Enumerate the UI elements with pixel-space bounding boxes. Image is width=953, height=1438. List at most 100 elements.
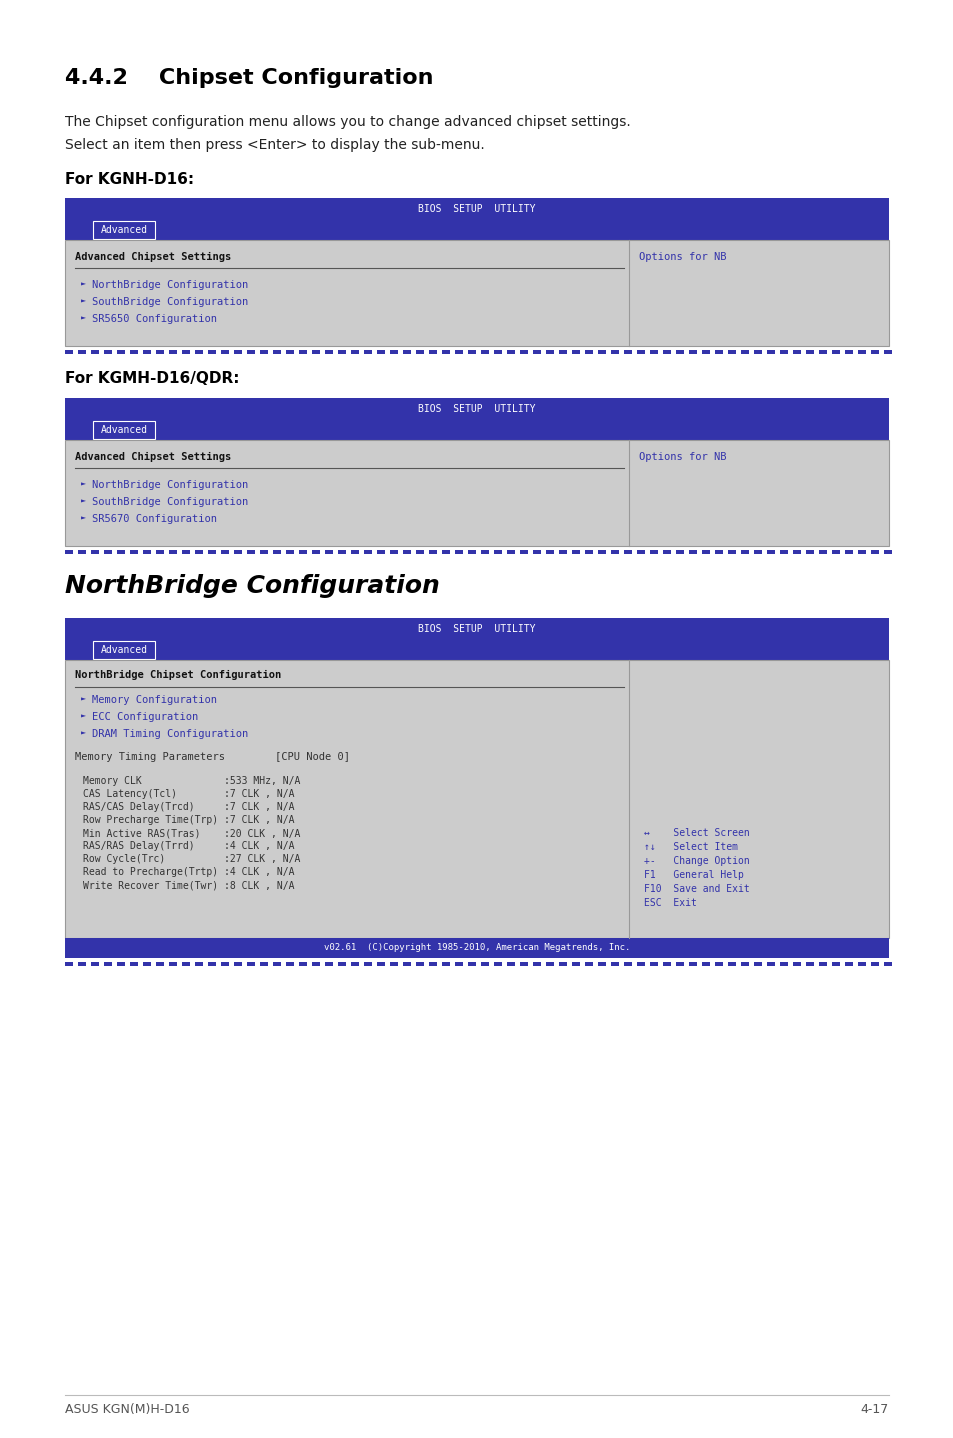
FancyBboxPatch shape [883, 349, 891, 354]
FancyBboxPatch shape [506, 962, 515, 966]
FancyBboxPatch shape [494, 962, 501, 966]
FancyBboxPatch shape [818, 549, 826, 554]
FancyBboxPatch shape [65, 349, 73, 354]
FancyBboxPatch shape [883, 549, 891, 554]
FancyBboxPatch shape [844, 349, 852, 354]
FancyBboxPatch shape [623, 962, 631, 966]
FancyBboxPatch shape [441, 349, 450, 354]
Text: ↔    Select Screen: ↔ Select Screen [643, 828, 749, 838]
FancyBboxPatch shape [688, 962, 697, 966]
FancyBboxPatch shape [65, 549, 73, 554]
FancyBboxPatch shape [194, 349, 203, 354]
Text: v02.61  (C)Copyright 1985-2010, American Megatrends, Inc.: v02.61 (C)Copyright 1985-2010, American … [323, 943, 630, 952]
FancyBboxPatch shape [753, 962, 761, 966]
FancyBboxPatch shape [260, 962, 268, 966]
FancyBboxPatch shape [169, 349, 177, 354]
Text: BIOS  SETUP  UTILITY: BIOS SETUP UTILITY [417, 404, 536, 414]
FancyBboxPatch shape [780, 962, 787, 966]
FancyBboxPatch shape [468, 549, 476, 554]
FancyBboxPatch shape [637, 549, 644, 554]
FancyBboxPatch shape [870, 549, 878, 554]
FancyBboxPatch shape [65, 962, 73, 966]
FancyBboxPatch shape [91, 962, 99, 966]
Text: BIOS  SETUP  UTILITY: BIOS SETUP UTILITY [417, 204, 536, 214]
FancyBboxPatch shape [169, 549, 177, 554]
FancyBboxPatch shape [598, 349, 605, 354]
FancyBboxPatch shape [533, 349, 540, 354]
FancyBboxPatch shape [312, 962, 319, 966]
FancyBboxPatch shape [91, 549, 99, 554]
FancyBboxPatch shape [727, 962, 735, 966]
FancyBboxPatch shape [662, 962, 670, 966]
FancyBboxPatch shape [65, 220, 888, 240]
FancyBboxPatch shape [480, 349, 489, 354]
FancyBboxPatch shape [558, 962, 566, 966]
FancyBboxPatch shape [337, 549, 346, 554]
FancyBboxPatch shape [247, 349, 254, 354]
FancyBboxPatch shape [376, 349, 385, 354]
Text: Options for NB: Options for NB [639, 452, 726, 462]
FancyBboxPatch shape [519, 349, 527, 354]
FancyBboxPatch shape [260, 349, 268, 354]
FancyBboxPatch shape [233, 349, 242, 354]
FancyBboxPatch shape [649, 962, 658, 966]
Text: SouthBridge Configuration: SouthBridge Configuration [91, 298, 248, 306]
FancyBboxPatch shape [740, 962, 748, 966]
FancyBboxPatch shape [416, 549, 423, 554]
FancyBboxPatch shape [429, 549, 436, 554]
FancyBboxPatch shape [740, 349, 748, 354]
FancyBboxPatch shape [208, 549, 215, 554]
FancyBboxPatch shape [104, 549, 112, 554]
FancyBboxPatch shape [65, 440, 888, 546]
FancyBboxPatch shape [273, 549, 281, 554]
Text: Memory Timing Parameters        [CPU Node 0]: Memory Timing Parameters [CPU Node 0] [75, 752, 350, 762]
FancyBboxPatch shape [844, 962, 852, 966]
Text: Min Active RAS(Tras)    :20 CLK , N/A: Min Active RAS(Tras) :20 CLK , N/A [83, 828, 300, 838]
FancyBboxPatch shape [91, 349, 99, 354]
FancyBboxPatch shape [844, 549, 852, 554]
FancyBboxPatch shape [441, 962, 450, 966]
FancyBboxPatch shape [221, 962, 229, 966]
FancyBboxPatch shape [519, 962, 527, 966]
FancyBboxPatch shape [351, 549, 358, 554]
FancyBboxPatch shape [273, 349, 281, 354]
FancyBboxPatch shape [572, 549, 579, 554]
Text: For KGNH-D16:: For KGNH-D16: [65, 173, 193, 187]
FancyBboxPatch shape [337, 962, 346, 966]
FancyBboxPatch shape [870, 349, 878, 354]
FancyBboxPatch shape [792, 549, 801, 554]
FancyBboxPatch shape [714, 349, 722, 354]
FancyBboxPatch shape [727, 549, 735, 554]
FancyBboxPatch shape [662, 349, 670, 354]
FancyBboxPatch shape [610, 962, 618, 966]
Text: CAS Latency(Tcl)        :7 CLK , N/A: CAS Latency(Tcl) :7 CLK , N/A [83, 789, 294, 800]
FancyBboxPatch shape [455, 962, 462, 966]
FancyBboxPatch shape [740, 549, 748, 554]
Text: ↑↓   Select Item: ↑↓ Select Item [643, 843, 738, 851]
FancyBboxPatch shape [78, 962, 86, 966]
FancyBboxPatch shape [676, 549, 683, 554]
FancyBboxPatch shape [792, 962, 801, 966]
FancyBboxPatch shape [65, 240, 888, 347]
Text: +-   Change Option: +- Change Option [643, 856, 749, 866]
FancyBboxPatch shape [78, 349, 86, 354]
FancyBboxPatch shape [390, 549, 397, 554]
FancyBboxPatch shape [402, 549, 411, 554]
FancyBboxPatch shape [92, 641, 154, 659]
FancyBboxPatch shape [130, 549, 138, 554]
FancyBboxPatch shape [545, 549, 554, 554]
Text: BIOS  SETUP  UTILITY: BIOS SETUP UTILITY [417, 624, 536, 634]
FancyBboxPatch shape [156, 962, 164, 966]
FancyBboxPatch shape [247, 549, 254, 554]
Text: Write Recover Time(Twr) :8 CLK , N/A: Write Recover Time(Twr) :8 CLK , N/A [83, 880, 294, 890]
FancyBboxPatch shape [143, 962, 151, 966]
FancyBboxPatch shape [65, 398, 888, 420]
FancyBboxPatch shape [676, 962, 683, 966]
FancyBboxPatch shape [870, 962, 878, 966]
Text: Read to Precharge(Trtp) :4 CLK , N/A: Read to Precharge(Trtp) :4 CLK , N/A [83, 867, 294, 877]
Text: ►: ► [81, 513, 86, 523]
FancyBboxPatch shape [883, 962, 891, 966]
Text: Memory Configuration: Memory Configuration [91, 695, 216, 705]
FancyBboxPatch shape [480, 549, 489, 554]
FancyBboxPatch shape [247, 962, 254, 966]
